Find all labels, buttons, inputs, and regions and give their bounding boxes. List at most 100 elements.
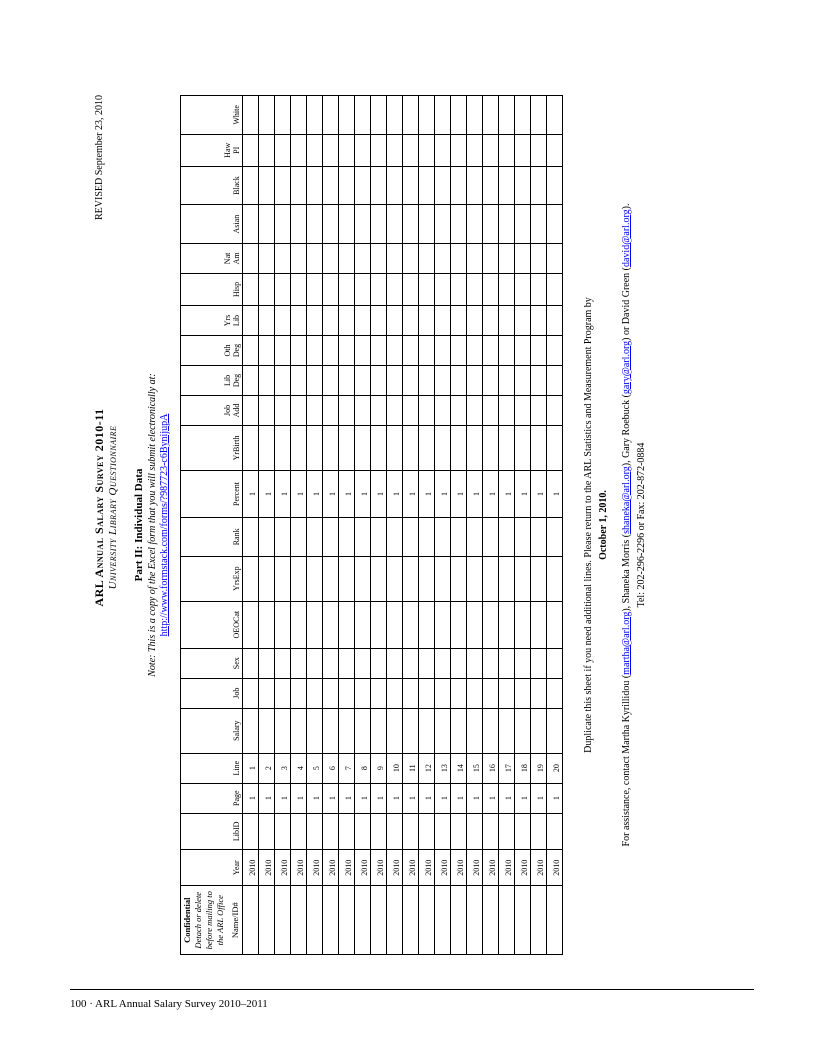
table-cell xyxy=(243,556,259,601)
col-header: OthDeg xyxy=(181,336,243,366)
table-cell xyxy=(499,425,515,470)
table-cell xyxy=(467,886,483,955)
footer-assist: For assistance, contact Martha Kyrillido… xyxy=(619,95,634,955)
table-cell xyxy=(515,601,531,648)
table-cell xyxy=(531,678,547,708)
col-header: JobAdd xyxy=(181,395,243,425)
table-row: 20101201 xyxy=(547,96,563,955)
table-cell xyxy=(515,678,531,708)
table-cell xyxy=(243,134,259,166)
table-cell xyxy=(467,395,483,425)
table-body: 2010111201012120101312010141201015120101… xyxy=(243,96,563,955)
table-cell xyxy=(515,365,531,395)
table-cell xyxy=(243,395,259,425)
table-cell xyxy=(355,708,371,753)
page-container: ARL Annual Salary Survey 2010-11 Univers… xyxy=(0,0,824,1050)
table-cell xyxy=(323,96,339,135)
table-cell xyxy=(499,395,515,425)
table-cell xyxy=(291,96,307,135)
table-cell xyxy=(291,708,307,753)
table-cell xyxy=(387,306,403,336)
table-cell xyxy=(499,365,515,395)
table-cell xyxy=(531,518,547,557)
table-cell xyxy=(419,395,435,425)
table-cell xyxy=(243,306,259,336)
table-cell xyxy=(467,678,483,708)
table-cell xyxy=(435,678,451,708)
table-cell xyxy=(451,96,467,135)
email-link-3[interactable]: gary@arl.org xyxy=(621,341,632,394)
table-cell xyxy=(275,365,291,395)
table-cell xyxy=(371,166,387,205)
table-cell xyxy=(531,813,547,849)
table-cell xyxy=(355,96,371,135)
table-cell xyxy=(291,556,307,601)
table-cell xyxy=(259,166,275,205)
table-cell xyxy=(403,518,419,557)
table-cell xyxy=(435,886,451,955)
table-cell xyxy=(371,601,387,648)
table-cell xyxy=(275,886,291,955)
table-cell xyxy=(435,134,451,166)
email-link-1[interactable]: martha@arl.org xyxy=(621,612,632,675)
col-header: LibID xyxy=(181,813,243,849)
table-cell xyxy=(483,601,499,648)
table-cell xyxy=(547,273,563,305)
table-cell: 1 xyxy=(515,470,531,517)
table-cell: 1 xyxy=(547,783,563,813)
table-cell xyxy=(323,205,339,244)
table-cell xyxy=(467,205,483,244)
table-cell xyxy=(451,395,467,425)
table-cell xyxy=(499,886,515,955)
table-cell xyxy=(307,243,323,273)
table-cell: 1 xyxy=(339,783,355,813)
email-link-4[interactable]: david@arl.org xyxy=(621,209,632,267)
table-cell xyxy=(531,556,547,601)
table-cell xyxy=(339,166,355,205)
table-cell: 1 xyxy=(387,783,403,813)
table-cell xyxy=(243,518,259,557)
form-link[interactable]: http://www.formstack.com/forms/?987723-c… xyxy=(159,414,170,637)
table-row: 2010161 xyxy=(323,96,339,955)
table-cell xyxy=(419,425,435,470)
table-cell xyxy=(339,306,355,336)
table-cell xyxy=(323,395,339,425)
table-cell xyxy=(307,813,323,849)
table-cell xyxy=(451,134,467,166)
table-cell xyxy=(371,813,387,849)
table-cell xyxy=(339,886,355,955)
table-cell xyxy=(339,518,355,557)
table-cell xyxy=(291,678,307,708)
footer-line1-text: Duplicate this sheet if you need additio… xyxy=(583,297,594,753)
table-cell xyxy=(547,886,563,955)
table-cell xyxy=(467,365,483,395)
col-header: HawPI xyxy=(181,134,243,166)
table-cell: 14 xyxy=(451,753,467,783)
table-cell xyxy=(291,518,307,557)
table-cell xyxy=(451,678,467,708)
table-row: 2010131 xyxy=(275,96,291,955)
table-cell xyxy=(451,886,467,955)
table-cell xyxy=(515,336,531,366)
table-cell: 7 xyxy=(339,753,355,783)
table-cell xyxy=(435,336,451,366)
table-cell xyxy=(371,678,387,708)
table-cell xyxy=(387,678,403,708)
table-cell xyxy=(531,886,547,955)
table-cell xyxy=(355,336,371,366)
table-cell xyxy=(547,306,563,336)
col-header: YrsLib xyxy=(181,306,243,336)
table-cell xyxy=(355,813,371,849)
email-link-2[interactable]: shaneka@arl.org xyxy=(621,466,632,534)
table-cell xyxy=(355,306,371,336)
table-cell xyxy=(323,365,339,395)
table-cell xyxy=(307,306,323,336)
table-cell xyxy=(307,601,323,648)
table-cell xyxy=(387,556,403,601)
table-row: 2010191 xyxy=(371,96,387,955)
table-cell xyxy=(387,425,403,470)
table-cell xyxy=(547,96,563,135)
table-cell xyxy=(499,205,515,244)
table-cell xyxy=(275,601,291,648)
table-row: 20101111 xyxy=(403,96,419,955)
